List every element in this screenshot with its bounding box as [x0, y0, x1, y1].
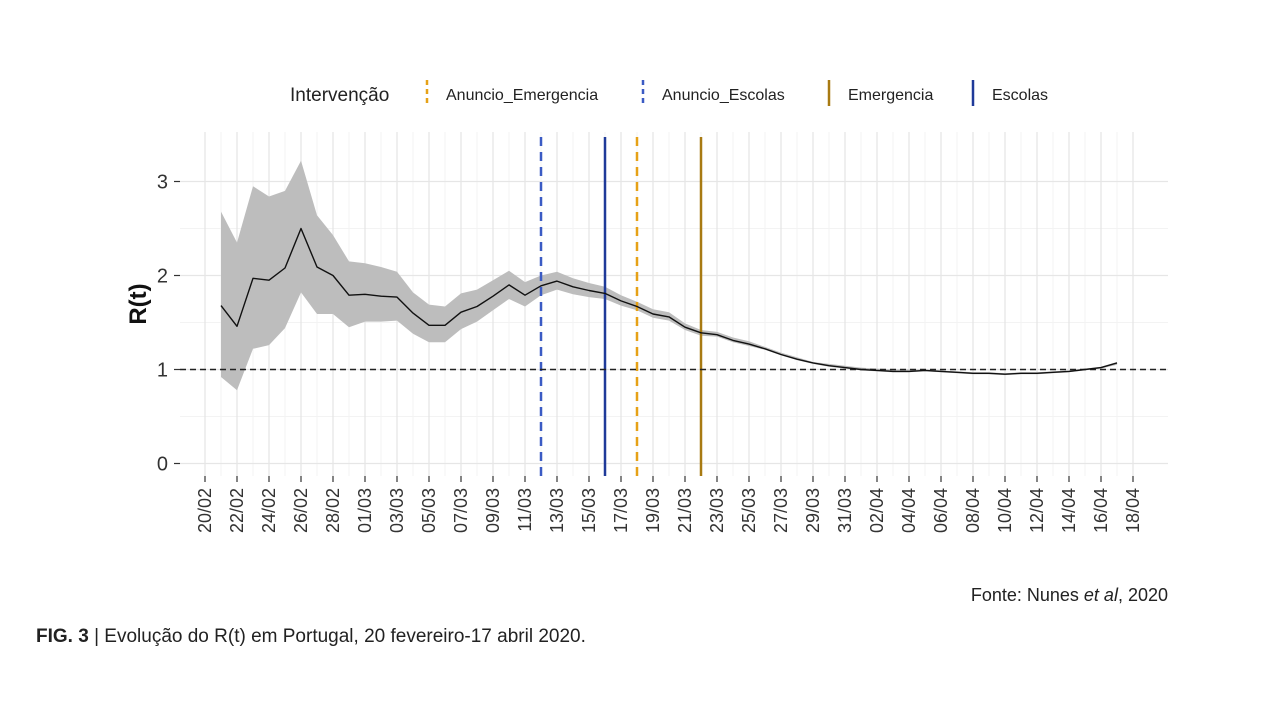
x-tick-label: 04/04	[899, 488, 919, 533]
x-tick-label: 19/03	[643, 488, 663, 533]
x-tick-label: 23/03	[707, 488, 727, 533]
y-tick-label: 1	[157, 360, 168, 382]
x-tick-label: 16/04	[1091, 488, 1111, 533]
y-tick-label: 0	[157, 454, 168, 476]
source-year: , 2020	[1117, 585, 1168, 605]
x-tick-label: 24/02	[259, 488, 279, 533]
rt-chart: Intervenção Anuncio_Emergencia Anuncio_Esc…	[125, 80, 1168, 534]
caption-text: Evolução do R(t) em Portugal, 20 feverei…	[104, 626, 586, 647]
x-tick-label: 31/03	[835, 488, 855, 533]
x-tick-label: 10/04	[995, 488, 1015, 533]
confidence-band	[221, 160, 1117, 391]
x-tick-label: 13/03	[547, 488, 567, 533]
confidence-band-layer	[221, 160, 1117, 391]
x-tick-label: 11/03	[515, 488, 535, 532]
source-text: Fonte: Nunes	[970, 585, 1084, 605]
x-tick-label: 26/02	[291, 488, 311, 533]
rt-line	[220, 227, 1118, 375]
y-tick-label: 3	[157, 172, 168, 194]
series-line-layer	[220, 227, 1118, 375]
x-tick-label: 01/03	[355, 488, 375, 533]
legend-label: Anuncio_Escolas	[662, 87, 785, 104]
legend-item: Emergencia	[827, 80, 933, 106]
x-tick-label: 17/03	[611, 488, 631, 533]
x-tick-label: 20/02	[195, 488, 215, 533]
legend-label: Anuncio_Emergencia	[446, 87, 598, 104]
figure-caption: FIG. 3 | Evolução do R(t) em Portugal, 2…	[36, 626, 586, 648]
axes: 0 1 2 3 20/02 22/02 24/02 26/02 28/02 01/03 03/03 0…	[125, 172, 1143, 534]
x-tick-label: 25/03	[739, 488, 759, 533]
caption-separator: |	[88, 626, 105, 647]
legend-label: Emergencia	[848, 87, 933, 104]
x-tick-label: 05/03	[419, 488, 439, 533]
x-tick-label: 15/03	[579, 488, 599, 533]
x-tick-label: 28/02	[323, 488, 343, 533]
legend-item: Anuncio_Escolas	[641, 80, 785, 106]
source-note: Fonte: Nunes et al, 2020	[900, 585, 1168, 606]
x-tick-label: 18/04	[1123, 488, 1143, 533]
x-tick-label: 14/04	[1059, 488, 1079, 533]
x-tick-label: 02/04	[867, 488, 887, 533]
x-tick-label: 09/03	[483, 488, 503, 533]
x-tick-label: 21/03	[675, 488, 695, 533]
x-tick-label: 03/03	[387, 488, 407, 533]
x-tick-label: 07/03	[451, 488, 471, 533]
legend-item: Anuncio_Emergencia	[425, 80, 598, 106]
legend: Intervenção Anuncio_Emergencia Anuncio_Esc…	[290, 80, 1048, 106]
legend-label: Escolas	[992, 87, 1048, 104]
legend-title: Intervenção	[290, 85, 389, 106]
figure-label: FIG. 3	[36, 626, 89, 647]
x-tick-label: 08/04	[963, 488, 983, 533]
x-tick-label: 27/03	[771, 488, 791, 533]
x-tick-label: 06/04	[931, 488, 951, 533]
x-tick-label: 12/04	[1027, 488, 1047, 533]
y-tick-label: 2	[157, 266, 168, 288]
legend-item: Escolas	[971, 80, 1048, 106]
x-tick-label: 29/03	[803, 488, 823, 533]
source-et-al: et al	[1083, 585, 1118, 605]
x-tick-label: 22/02	[227, 488, 247, 533]
y-axis-label: R(t)	[125, 283, 152, 324]
